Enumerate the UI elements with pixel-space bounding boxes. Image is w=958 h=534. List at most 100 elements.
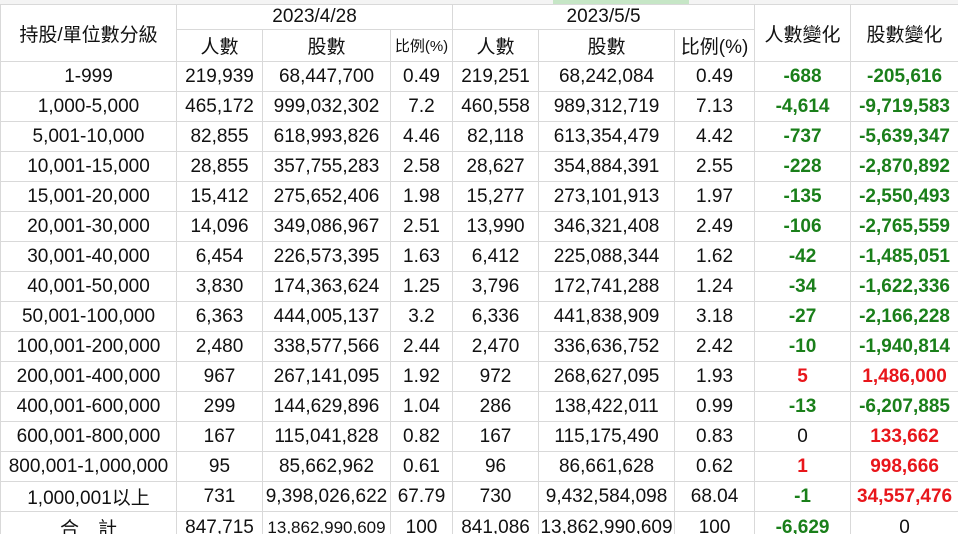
people-2-cell[interactable]: 730: [452, 481, 540, 512]
people-1-cell[interactable]: 28,855: [176, 151, 263, 182]
people-1-cell[interactable]: 465,172: [176, 91, 263, 122]
shares-change-cell[interactable]: 133,662: [850, 421, 958, 452]
shares-1-cell[interactable]: 13,862,990,609: [262, 511, 391, 534]
shares-1-cell[interactable]: 999,032,302: [262, 91, 391, 122]
people-2-cell[interactable]: 6,412: [452, 241, 540, 272]
people-1-cell[interactable]: 299: [176, 391, 263, 422]
people-1-cell[interactable]: 731: [176, 481, 263, 512]
ratio-1-cell[interactable]: 3.2: [389, 301, 454, 332]
ratio-2-cell[interactable]: 0.83: [674, 421, 756, 452]
people-2-cell[interactable]: 28,627: [452, 151, 540, 182]
people-1-cell[interactable]: 967: [176, 361, 263, 392]
people-1-cell[interactable]: 6,454: [176, 241, 263, 272]
tier-cell[interactable]: 1,000,001以上: [0, 481, 177, 512]
ratio-1-cell[interactable]: 0.82: [389, 421, 454, 452]
shares-change-cell[interactable]: -2,870,892: [850, 151, 958, 182]
people-2-cell[interactable]: 3,796: [452, 271, 540, 302]
shares-change-cell[interactable]: -1,485,051: [850, 241, 958, 272]
people-change-cell[interactable]: 0: [754, 421, 852, 452]
people-2-cell[interactable]: 167: [452, 421, 540, 452]
shares-change-cell[interactable]: -1,940,814: [850, 331, 958, 362]
shares-2-cell[interactable]: 172,741,288: [538, 271, 676, 302]
shares-2-cell[interactable]: 86,661,628: [538, 451, 676, 482]
shares-2-cell[interactable]: 13,862,990,609: [538, 511, 676, 534]
people-2-cell[interactable]: 15,277: [452, 181, 540, 212]
shares-change-cell[interactable]: 1,486,000: [850, 361, 958, 392]
ratio-1-cell[interactable]: 100: [389, 511, 454, 534]
shares-2-cell[interactable]: 268,627,095: [538, 361, 676, 392]
people-change-cell[interactable]: 5: [754, 361, 852, 392]
ratio-2-cell[interactable]: 1.24: [674, 271, 756, 302]
header-people-1[interactable]: 人數: [176, 29, 263, 62]
header-shares-change[interactable]: 股數變化: [850, 4, 958, 62]
people-1-cell[interactable]: 14,096: [176, 211, 263, 242]
shares-change-cell[interactable]: -6,207,885: [850, 391, 958, 422]
shares-2-cell[interactable]: 225,088,344: [538, 241, 676, 272]
people-change-cell[interactable]: -42: [754, 241, 852, 272]
shares-change-cell[interactable]: -5,639,347: [850, 121, 958, 152]
shares-2-cell[interactable]: 336,636,752: [538, 331, 676, 362]
people-2-cell[interactable]: 286: [452, 391, 540, 422]
shares-1-cell[interactable]: 444,005,137: [262, 301, 391, 332]
ratio-1-cell[interactable]: 1.04: [389, 391, 454, 422]
ratio-1-cell[interactable]: 1.25: [389, 271, 454, 302]
ratio-1-cell[interactable]: 2.44: [389, 331, 454, 362]
header-shares-2[interactable]: 股數: [538, 29, 676, 62]
tier-cell[interactable]: 10,001-15,000: [0, 151, 177, 182]
tier-cell[interactable]: 30,001-40,000: [0, 241, 177, 272]
ratio-1-cell[interactable]: 67.79: [389, 481, 454, 512]
people-change-cell[interactable]: -4,614: [754, 91, 852, 122]
header-people-2[interactable]: 人數: [452, 29, 540, 62]
ratio-2-cell[interactable]: 4.42: [674, 121, 756, 152]
people-change-cell[interactable]: 1: [754, 451, 852, 482]
people-1-cell[interactable]: 847,715: [176, 511, 263, 534]
tier-cell[interactable]: 800,001-1,000,000: [0, 451, 177, 482]
shares-1-cell[interactable]: 338,577,566: [262, 331, 391, 362]
tier-cell[interactable]: 5,001-10,000: [0, 121, 177, 152]
ratio-2-cell[interactable]: 0.49: [674, 61, 756, 92]
tier-cell[interactable]: 40,001-50,000: [0, 271, 177, 302]
header-ratio-1[interactable]: 比例(%): [389, 29, 454, 62]
shares-1-cell[interactable]: 144,629,896: [262, 391, 391, 422]
shares-2-cell[interactable]: 354,884,391: [538, 151, 676, 182]
shares-1-cell[interactable]: 174,363,624: [262, 271, 391, 302]
ratio-2-cell[interactable]: 2.55: [674, 151, 756, 182]
shares-change-cell[interactable]: -1,622,336: [850, 271, 958, 302]
ratio-2-cell[interactable]: 0.99: [674, 391, 756, 422]
ratio-2-cell[interactable]: 68.04: [674, 481, 756, 512]
shares-change-cell[interactable]: -9,719,583: [850, 91, 958, 122]
people-2-cell[interactable]: 96: [452, 451, 540, 482]
ratio-1-cell[interactable]: 0.49: [389, 61, 454, 92]
ratio-1-cell[interactable]: 2.51: [389, 211, 454, 242]
shares-change-cell[interactable]: -2,765,559: [850, 211, 958, 242]
people-2-cell[interactable]: 841,086: [452, 511, 540, 534]
shares-2-cell[interactable]: 9,432,584,098: [538, 481, 676, 512]
shares-1-cell[interactable]: 349,086,967: [262, 211, 391, 242]
people-change-cell[interactable]: -10: [754, 331, 852, 362]
tier-cell[interactable]: 合 計: [0, 511, 177, 534]
shares-2-cell[interactable]: 346,321,408: [538, 211, 676, 242]
people-2-cell[interactable]: 460,558: [452, 91, 540, 122]
ratio-2-cell[interactable]: 2.49: [674, 211, 756, 242]
tier-cell[interactable]: 600,001-800,000: [0, 421, 177, 452]
tier-cell[interactable]: 1,000-5,000: [0, 91, 177, 122]
people-1-cell[interactable]: 15,412: [176, 181, 263, 212]
ratio-1-cell[interactable]: 1.92: [389, 361, 454, 392]
tier-cell[interactable]: 50,001-100,000: [0, 301, 177, 332]
tier-cell[interactable]: 200,001-400,000: [0, 361, 177, 392]
ratio-2-cell[interactable]: 1.93: [674, 361, 756, 392]
people-change-cell[interactable]: -1: [754, 481, 852, 512]
shares-1-cell[interactable]: 85,662,962: [262, 451, 391, 482]
people-1-cell[interactable]: 167: [176, 421, 263, 452]
people-change-cell[interactable]: -106: [754, 211, 852, 242]
people-2-cell[interactable]: 2,470: [452, 331, 540, 362]
ratio-1-cell[interactable]: 2.58: [389, 151, 454, 182]
shares-1-cell[interactable]: 115,041,828: [262, 421, 391, 452]
people-1-cell[interactable]: 6,363: [176, 301, 263, 332]
people-change-cell[interactable]: -135: [754, 181, 852, 212]
people-change-cell[interactable]: -737: [754, 121, 852, 152]
shares-2-cell[interactable]: 138,422,011: [538, 391, 676, 422]
shares-change-cell[interactable]: 34,557,476: [850, 481, 958, 512]
people-1-cell[interactable]: 2,480: [176, 331, 263, 362]
people-2-cell[interactable]: 82,118: [452, 121, 540, 152]
